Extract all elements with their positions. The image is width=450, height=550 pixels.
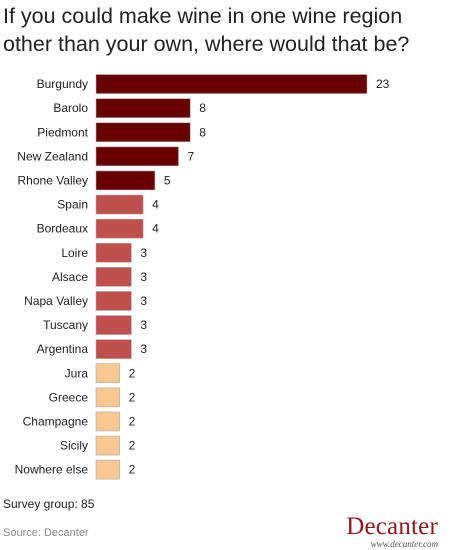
bar <box>95 267 132 287</box>
category-label: Tuscany <box>43 318 88 332</box>
bar <box>95 363 120 384</box>
category-label: New Zealand <box>17 149 88 163</box>
logo-wordmark: Decanter <box>346 513 438 540</box>
chart-title: If you could make wine in one wine regio… <box>3 4 410 56</box>
survey-group-note: Survey group: 85 <box>3 497 95 511</box>
bar <box>95 242 132 263</box>
logo-url: www.decanter.com <box>370 539 438 549</box>
value-label: 2 <box>129 414 136 428</box>
bar <box>95 74 368 94</box>
category-label: Nowhere else <box>15 463 89 477</box>
bar <box>95 411 120 432</box>
bar <box>95 315 132 335</box>
bar <box>95 291 132 311</box>
category-label: Rhone Valley <box>18 173 89 187</box>
value-label: 2 <box>129 390 136 404</box>
category-label: Alsace <box>52 270 88 284</box>
value-label: 4 <box>152 222 159 236</box>
bar <box>95 435 120 456</box>
source-note: Source: Decanter <box>3 527 89 539</box>
category-label: Spain <box>57 198 88 212</box>
value-label: 4 <box>152 198 159 212</box>
decanter-logo: Decanter www.decanter.com <box>346 513 438 549</box>
bar <box>95 194 144 215</box>
category-label: Bordeaux <box>37 222 88 236</box>
value-label: 2 <box>129 463 136 477</box>
category-label: Loire <box>61 246 88 260</box>
bar <box>95 459 120 480</box>
value-label: 8 <box>199 125 206 139</box>
category-label: Jura <box>65 366 89 380</box>
category-label: Napa Valley <box>24 294 88 308</box>
value-label: 7 <box>187 149 194 163</box>
category-label: Barolo <box>53 101 88 115</box>
value-label: 23 <box>376 77 390 91</box>
value-label: 2 <box>129 439 136 453</box>
value-label: 3 <box>140 294 147 308</box>
value-label: 3 <box>140 342 147 356</box>
bar <box>95 218 144 239</box>
value-label: 2 <box>129 366 136 380</box>
category-label: Champagne <box>23 414 89 428</box>
value-label: 5 <box>164 173 171 187</box>
bar <box>95 98 191 118</box>
bar <box>95 146 179 167</box>
value-label: 8 <box>199 101 206 115</box>
category-label: Sicily <box>60 439 88 453</box>
bar <box>95 387 120 408</box>
bar <box>95 122 191 143</box>
category-label: Burgundy <box>37 77 88 91</box>
value-label: 3 <box>140 270 147 284</box>
value-label: 3 <box>140 246 147 260</box>
bar <box>95 339 132 359</box>
category-label: Greece <box>49 390 89 404</box>
bar <box>95 170 156 191</box>
category-label: Piedmont <box>37 125 88 139</box>
value-label: 3 <box>140 318 147 332</box>
category-label: Argentina <box>37 342 89 356</box>
